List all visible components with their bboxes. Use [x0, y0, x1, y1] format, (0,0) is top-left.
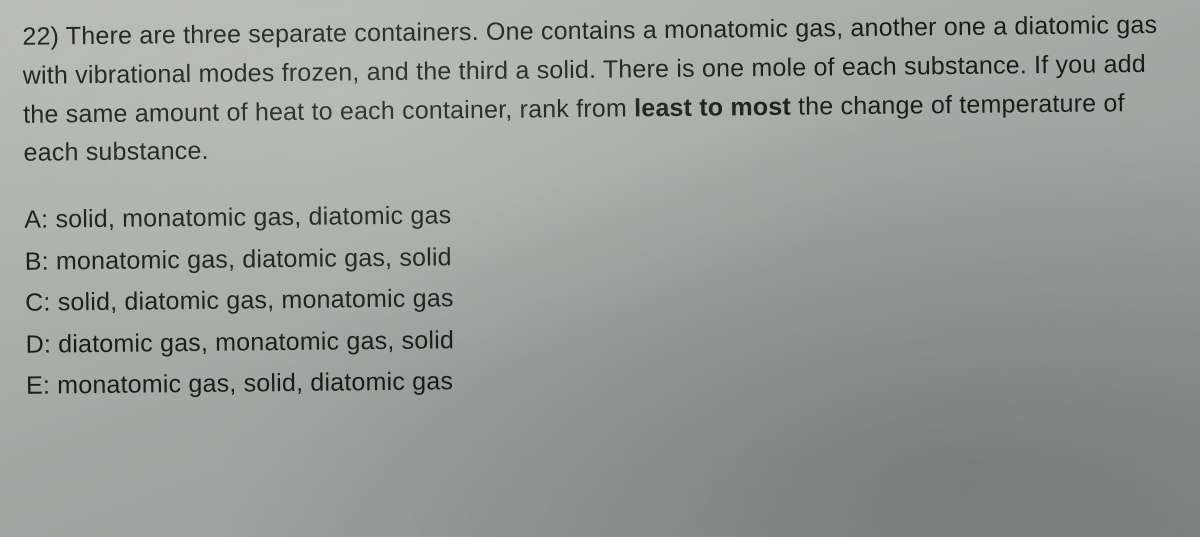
option-label: D: — [25, 330, 51, 358]
option-label: E: — [26, 371, 50, 399]
option-label: A: — [24, 206, 48, 234]
option-text: solid, monatomic gas, diatomic gas — [55, 201, 451, 233]
option-label: C: — [25, 288, 51, 316]
option-text: monatomic gas, solid, diatomic gas — [57, 367, 453, 399]
option-text: diatomic gas, monatomic gas, solid — [58, 326, 454, 358]
answer-options: A: solid, monatomic gas, diatomic gas B:… — [24, 189, 1176, 407]
option-label: B: — [25, 247, 49, 275]
question-text: 22) There are three separate containers.… — [22, 6, 1174, 173]
document-page: 22) There are three separate containers.… — [0, 0, 1200, 406]
question-bold-phrase: least to most — [634, 92, 791, 122]
option-text: monatomic gas, diatomic gas, solid — [56, 243, 452, 275]
option-text: solid, diatomic gas, monatomic gas — [58, 284, 454, 316]
question-number: 22) — [22, 22, 59, 50]
